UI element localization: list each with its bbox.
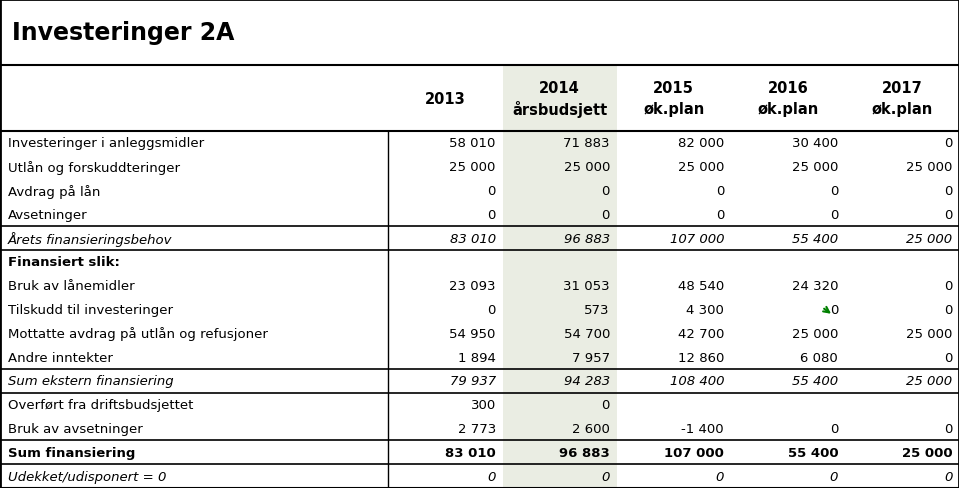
Text: 24 320: 24 320	[792, 280, 838, 293]
Text: 31 053: 31 053	[563, 280, 610, 293]
Text: 55 400: 55 400	[792, 375, 838, 387]
Text: Avsetninger: Avsetninger	[8, 208, 87, 222]
Text: 2014: 2014	[539, 81, 580, 96]
Text: 25 000: 25 000	[906, 327, 952, 340]
Text: 0: 0	[601, 398, 610, 411]
Text: årsbudsjett: årsbudsjett	[512, 101, 607, 118]
Text: 0: 0	[944, 469, 952, 483]
Text: 0: 0	[487, 184, 496, 198]
Text: Andre inntekter: Andre inntekter	[8, 351, 112, 364]
Text: 107 000: 107 000	[669, 232, 724, 245]
Text: Årets finansieringsbehov: Årets finansieringsbehov	[8, 231, 173, 246]
Text: 7 957: 7 957	[572, 351, 610, 364]
Text: 58 010: 58 010	[450, 137, 496, 150]
Text: Investeringer 2A: Investeringer 2A	[12, 21, 234, 45]
Text: 48 540: 48 540	[678, 280, 724, 293]
Text: 573: 573	[584, 304, 610, 316]
Text: 25 000: 25 000	[564, 161, 610, 174]
Text: 2017: 2017	[881, 81, 923, 96]
Text: 25 000: 25 000	[901, 446, 952, 459]
Text: 54 950: 54 950	[450, 327, 496, 340]
Text: 300: 300	[471, 398, 496, 411]
Text: 25 000: 25 000	[450, 161, 496, 174]
Text: 107 000: 107 000	[665, 446, 724, 459]
Text: 2015: 2015	[653, 81, 694, 96]
Text: 82 000: 82 000	[678, 137, 724, 150]
Text: 96 883: 96 883	[564, 232, 610, 245]
Text: 0: 0	[944, 351, 952, 364]
Text: 42 700: 42 700	[678, 327, 724, 340]
Text: øk.plan: øk.plan	[758, 102, 818, 117]
Text: 23 093: 23 093	[450, 280, 496, 293]
Text: Mottatte avdrag på utlån og refusjoner: Mottatte avdrag på utlån og refusjoner	[8, 326, 268, 341]
Text: 55 400: 55 400	[787, 446, 838, 459]
Text: 0: 0	[601, 184, 610, 198]
Text: 96 883: 96 883	[559, 446, 610, 459]
Text: 0: 0	[487, 304, 496, 316]
Text: 1 894: 1 894	[458, 351, 496, 364]
Text: 54 700: 54 700	[564, 327, 610, 340]
Text: Finansiert slik:: Finansiert slik:	[8, 256, 120, 269]
Text: 0: 0	[601, 208, 610, 222]
Text: 0: 0	[601, 469, 610, 483]
Text: 0: 0	[715, 208, 724, 222]
Text: 25 000: 25 000	[792, 327, 838, 340]
Text: 0: 0	[487, 208, 496, 222]
Text: Utlån og forskuddteringer: Utlån og forskuddteringer	[8, 161, 179, 174]
Text: 0: 0	[944, 280, 952, 293]
Text: 0: 0	[830, 304, 838, 316]
Text: 0: 0	[715, 469, 724, 483]
Text: øk.plan: øk.plan	[643, 102, 704, 117]
Text: -1 400: -1 400	[682, 422, 724, 435]
Text: 25 000: 25 000	[792, 161, 838, 174]
Text: 0: 0	[715, 184, 724, 198]
Text: 79 937: 79 937	[450, 375, 496, 387]
Text: 0: 0	[944, 304, 952, 316]
Text: 83 010: 83 010	[450, 232, 496, 245]
Text: 2 773: 2 773	[457, 422, 496, 435]
Text: 0: 0	[487, 469, 496, 483]
Text: 108 400: 108 400	[669, 375, 724, 387]
Text: 0: 0	[830, 184, 838, 198]
Text: 12 860: 12 860	[678, 351, 724, 364]
Text: 2013: 2013	[425, 91, 466, 106]
Text: 25 000: 25 000	[678, 161, 724, 174]
Text: Avdrag på lån: Avdrag på lån	[8, 184, 100, 198]
Text: 0: 0	[830, 469, 838, 483]
Text: 4 300: 4 300	[687, 304, 724, 316]
Text: Bruk av lånemidler: Bruk av lånemidler	[8, 280, 134, 293]
Text: Overført fra driftsbudsjettet: Overført fra driftsbudsjettet	[8, 398, 193, 411]
Text: 2 600: 2 600	[573, 422, 610, 435]
Text: 2016: 2016	[767, 81, 808, 96]
Text: 71 883: 71 883	[564, 137, 610, 150]
Text: Udekket/udisponert = 0: Udekket/udisponert = 0	[8, 469, 166, 483]
Text: 0: 0	[830, 208, 838, 222]
Text: 0: 0	[944, 137, 952, 150]
Text: Investeringer i anleggsmidler: Investeringer i anleggsmidler	[8, 137, 204, 150]
Text: 94 283: 94 283	[564, 375, 610, 387]
Text: 0: 0	[944, 208, 952, 222]
Text: 83 010: 83 010	[445, 446, 496, 459]
Text: 25 000: 25 000	[906, 375, 952, 387]
Text: Sum finansiering: Sum finansiering	[8, 446, 135, 459]
Text: 30 400: 30 400	[792, 137, 838, 150]
Text: Bruk av avsetninger: Bruk av avsetninger	[8, 422, 143, 435]
Text: 25 000: 25 000	[906, 161, 952, 174]
Text: 0: 0	[944, 422, 952, 435]
Text: 55 400: 55 400	[792, 232, 838, 245]
Text: 0: 0	[944, 184, 952, 198]
Text: øk.plan: øk.plan	[872, 102, 932, 117]
Text: 25 000: 25 000	[906, 232, 952, 245]
Text: 6 080: 6 080	[801, 351, 838, 364]
Text: Tilskudd til investeringer: Tilskudd til investeringer	[8, 304, 173, 316]
Text: Sum ekstern finansiering: Sum ekstern finansiering	[8, 375, 174, 387]
Text: 0: 0	[830, 422, 838, 435]
